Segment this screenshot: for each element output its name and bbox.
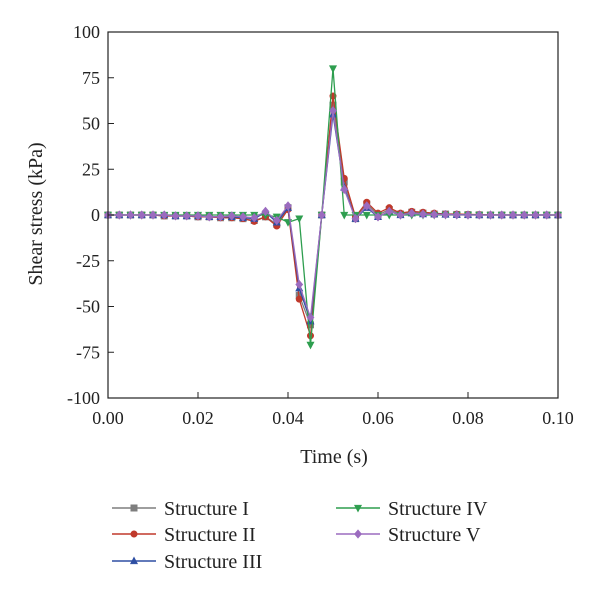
- data-point: [306, 341, 315, 350]
- data-point: [250, 213, 259, 223]
- data-point: [171, 211, 180, 221]
- legend-marker: [129, 556, 139, 565]
- y-tick-label: -75: [76, 342, 100, 362]
- data-point: [362, 201, 371, 211]
- data-point: [239, 212, 247, 222]
- data-point: [317, 210, 326, 220]
- data-point: [520, 210, 529, 220]
- legend-label: Structure V: [388, 524, 481, 546]
- x-tick-label: 0.00: [92, 408, 124, 428]
- y-tick-label: 50: [82, 114, 100, 134]
- data-point: [509, 210, 517, 220]
- y-tick-label: 100: [73, 22, 100, 42]
- data-point: [328, 65, 338, 74]
- data-point: [497, 210, 506, 220]
- tick-layer: 0.00 0.02 0.04 0.06 0.08 0.10 100 75 50 25 0 -25 -50…: [67, 22, 574, 428]
- series-layer: [103, 65, 563, 350]
- data-point: [295, 215, 304, 224]
- data-point: [362, 211, 371, 220]
- data-point: [115, 210, 124, 220]
- x-tick-label: 0.04: [272, 408, 304, 428]
- legend-item: Structure III: [112, 551, 262, 573]
- data-point: [194, 211, 202, 221]
- y-tick-label: -50: [76, 297, 100, 317]
- legend-marker: [353, 504, 363, 513]
- x-tick-label: 0.10: [542, 408, 574, 428]
- data-point: [149, 210, 157, 220]
- series-5: [104, 106, 562, 323]
- data-point: [182, 211, 191, 221]
- data-point: [160, 210, 169, 220]
- data-point: [542, 210, 551, 220]
- data-point: [329, 106, 337, 116]
- data-point: [295, 295, 303, 303]
- data-point: [385, 206, 394, 216]
- data-point: [261, 206, 270, 216]
- legend-marker: [354, 529, 362, 539]
- legend-label: Structure IV: [388, 498, 488, 520]
- data-point: [340, 184, 349, 195]
- y-tick-label: 0: [91, 205, 100, 225]
- data-point: [486, 210, 495, 220]
- legend-item: Structure V: [336, 524, 481, 546]
- legend-label: Structure III: [164, 551, 262, 573]
- data-point: [340, 211, 349, 220]
- x-tick-label: 0.06: [362, 408, 394, 428]
- legend-marker: [130, 504, 138, 512]
- legend: Structure I Structure II Structure III Stru…: [112, 498, 488, 573]
- data-point: [419, 209, 427, 219]
- legend-label: Structure I: [164, 498, 249, 520]
- data-point: [475, 210, 484, 220]
- data-point: [272, 215, 281, 226]
- legend-item: Structure II: [112, 524, 256, 546]
- y-tick-label: 75: [82, 68, 100, 88]
- y-tick-label: -100: [67, 388, 100, 408]
- data-point: [374, 212, 382, 222]
- y-tick-label: 25: [82, 159, 100, 179]
- legend-marker: [130, 530, 138, 538]
- data-point: [227, 211, 236, 221]
- data-point: [464, 210, 472, 220]
- data-point: [205, 212, 214, 222]
- data-point: [295, 279, 304, 290]
- data-point: [351, 214, 360, 224]
- y-axis-title: Shear stress (kPa): [25, 142, 47, 285]
- x-axis-label: Time (s): [300, 446, 368, 468]
- data-point: [396, 210, 405, 220]
- x-tick-label: 0.02: [182, 408, 214, 428]
- y-axis-label: Shear stress (kPa): [25, 142, 47, 285]
- legend-label: Structure II: [164, 524, 256, 546]
- x-tick-label: 0.08: [452, 408, 484, 428]
- data-point: [452, 210, 461, 220]
- y-tick-label: -25: [76, 251, 100, 271]
- data-point: [407, 208, 416, 218]
- legend-item: Structure IV: [336, 498, 488, 520]
- data-point: [531, 210, 540, 220]
- data-point: [216, 212, 225, 222]
- data-point: [126, 210, 135, 220]
- data-point: [430, 209, 439, 220]
- data-point: [284, 201, 292, 211]
- data-point: [137, 210, 146, 220]
- data-point: [306, 312, 315, 323]
- data-point: [441, 210, 450, 220]
- legend-item: Structure I: [112, 498, 249, 520]
